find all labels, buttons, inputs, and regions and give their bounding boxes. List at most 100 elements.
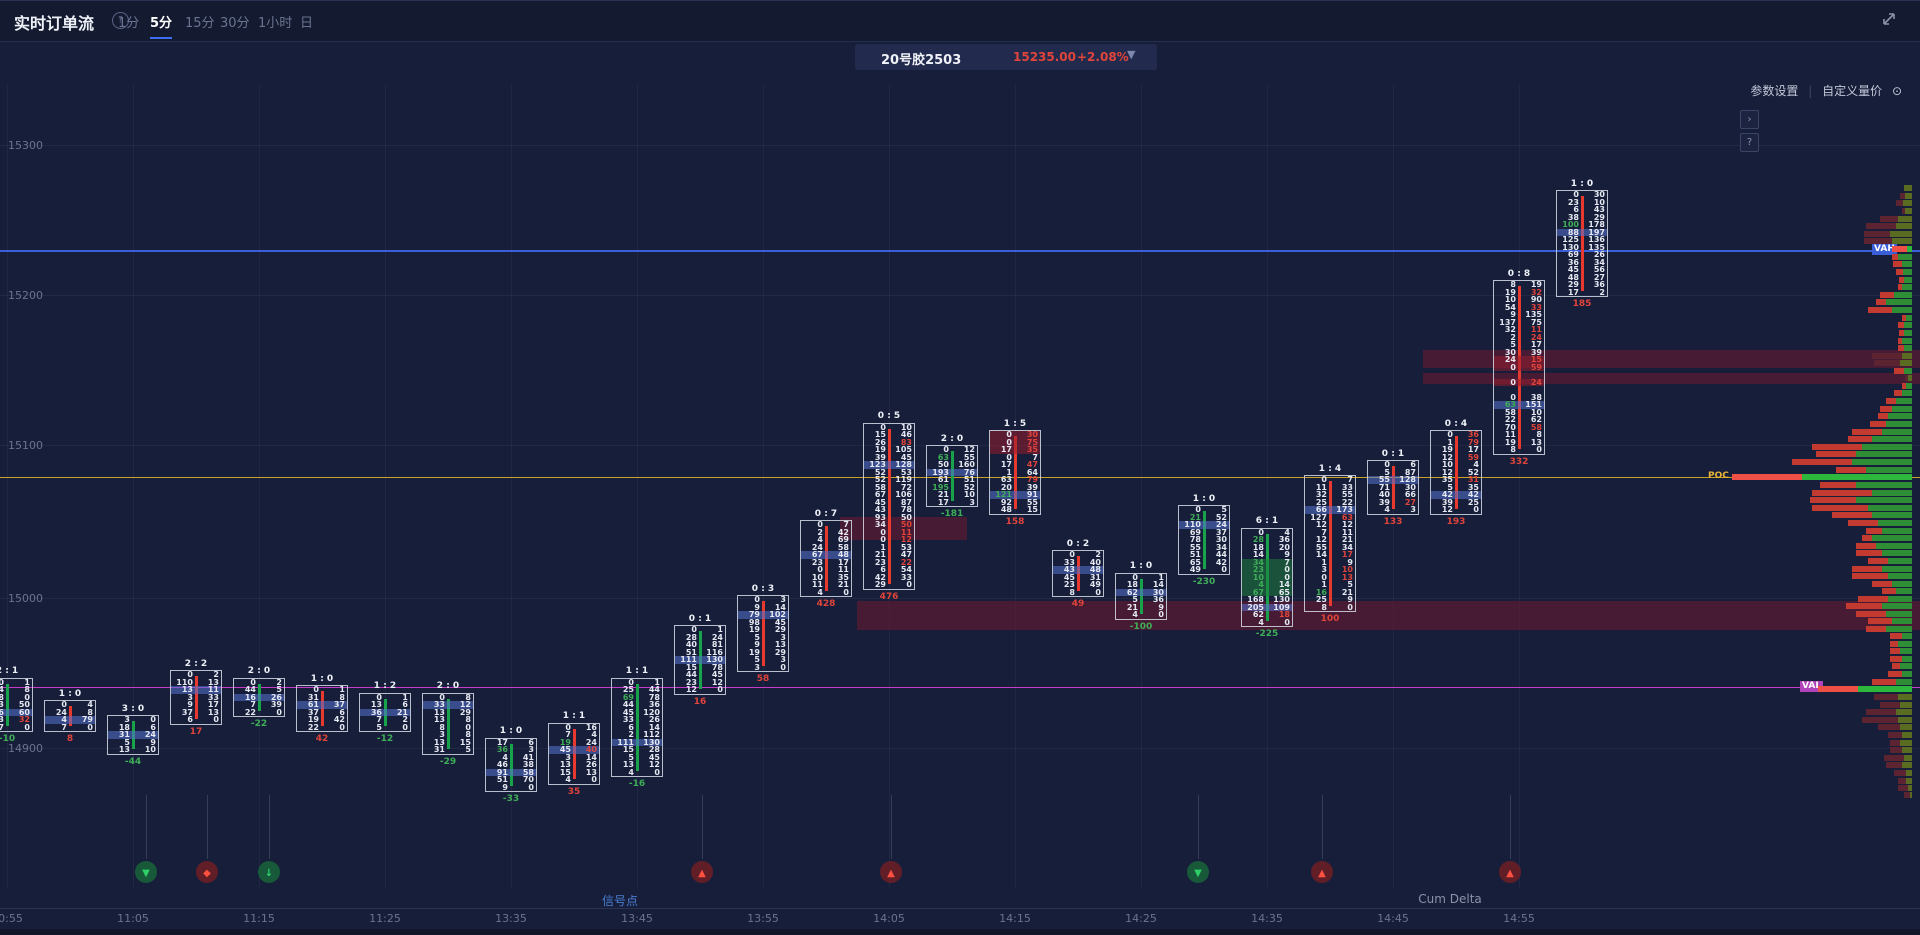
signal-marker-red[interactable]: ▲ (880, 861, 902, 883)
candle-footprint[interactable]: 0 4 28 36 18 20 14 9 34 7 23 0 10 0 4 14 67 65 168 130 205 10… (1241, 527, 1293, 627)
candle-footprint[interactable]: 0 7 11 33 32 55 25 22 66 173 127 63 12 12 7 11 12 21 55 34 1… (1304, 475, 1356, 612)
candle-footprint[interactable]: 0 2 110 13 13 11 3 33 9 17 37 13 6 0 (170, 670, 222, 725)
profile-bar-ask (1906, 778, 1912, 784)
footprint-row: 51 44 (1189, 550, 1227, 559)
candle-footprint[interactable]: 0 2 33 40 43 48 45 31 23 49 8 0 (1052, 550, 1104, 597)
candle-footprint[interactable]: 0 1 13 6 36 21 7 2 5 0 (359, 692, 411, 732)
profile-bar-bid (1892, 254, 1898, 260)
candle-body-down (1076, 556, 1080, 591)
candle-footprint[interactable]: 0 12 63 55 50 160 193 76 61 51 195 52 21 10 17 3 (926, 445, 978, 507)
footprint-row: 6 54 (880, 565, 912, 574)
candle-body-down (887, 428, 891, 584)
profile-bar-bid (1848, 520, 1878, 526)
candle-footprint[interactable]: 0 4 24 8 4 79 7 0 (44, 700, 96, 732)
profile-bar-bid (1896, 200, 1903, 206)
params-settings-button[interactable]: 参数设置 (1750, 84, 1799, 98)
candle-footprint[interactable]: 0 30 0 75 17 35 0 7 17 47 1 64 63 79 20 39 121 91 92 55 48 15 (989, 430, 1041, 515)
profile-bar-ask (1898, 694, 1912, 700)
signal-marker-red[interactable]: ▲ (691, 861, 713, 883)
contract-name: 20号胶2503 (881, 53, 962, 68)
gear-icon[interactable]: ⊙ (1891, 84, 1902, 98)
candle-footprint[interactable]: 0 2 44 5 16 26 7 39 22 0 (233, 677, 285, 717)
profile-bar-ask (1872, 436, 1912, 442)
candle-footprint[interactable]: 0 36 1 79 19 17 12 59 10 4 12 52 35 31 5 35 42 42 39 25 12 0 (1430, 430, 1482, 515)
arrow-up-icon: ▲ (1318, 868, 1326, 879)
candle-footprint[interactable]: 0 1 31 8 61 37 37 6 19 42 22 0 (296, 685, 348, 732)
footprint-row: 29 36 (1567, 280, 1605, 289)
footprint-row: 7 39 (250, 700, 282, 709)
arrow-down-icon: ▼ (1194, 868, 1202, 879)
signal-marker-green[interactable]: ▼ (1187, 861, 1209, 883)
chevron-down-icon[interactable]: ▼ (1127, 48, 1136, 61)
help-icon[interactable]: ? (112, 12, 129, 29)
profile-bar-ask (1898, 254, 1912, 260)
candle-body-up (1139, 578, 1143, 614)
candle-footprint[interactable]: 0 16 7 4 19 24 45 40 3 14 13 26 15 13 4 0 (548, 722, 600, 785)
footprint-row: 44 45 (685, 670, 723, 679)
candle-footprint[interactable]: 0 3 9 14 79 102 98 45 19 29 5 3 9 13 19 29 5 3 3 0 (737, 595, 789, 672)
candle-body-up (446, 698, 450, 749)
candle-footprint[interactable]: 3 0 18 6 31 24 5 9 13 10 (107, 715, 159, 755)
footprint-row: 55 34 (1189, 542, 1227, 552)
footprint-row: 3 32 (0, 715, 30, 724)
profile-bar-ask (1907, 246, 1912, 252)
time-axis-label: 11:15 (243, 912, 275, 925)
candle-footprint[interactable]: 8 19 19 32 10 90 54 33 9 135 137 75 32 11 2 24 5 17 30 39 24… (1493, 280, 1545, 455)
side-button-?[interactable]: ? (1740, 133, 1759, 152)
candle-footprint[interactable]: 0 10 15 46 26 83 19 105 39 45 123 128 52 53 52 119 58 72 6… (863, 422, 915, 590)
candle-footprint[interactable]: 0 1 25 44 69 78 44 36 45 120 33 26 6 14 2 112 111 130 15 28… (611, 677, 663, 777)
tab-interval-1分[interactable]: 1分 (118, 16, 140, 31)
profile-bar-bid (1866, 709, 1896, 715)
signal-marker-red[interactable]: ▲ (1311, 861, 1333, 883)
contract-selector[interactable]: 20号胶2503 15235.00 +2.08% ▼ (855, 44, 1157, 70)
tab-interval-日[interactable]: 日 (300, 16, 314, 31)
footprint-row: 17 47 (1000, 460, 1038, 469)
candle-delta: -29 (439, 756, 457, 767)
candle-footprint[interactable]: 0 30 23 10 6 43 38 29 100 178 88 197 125 136 130 135 69 2… (1556, 190, 1608, 297)
candle-footprint[interactable]: 0 1 28 24 40 81 51 116 111 130 15 78 44 45 23 12 12 0 (674, 625, 726, 695)
signal-marker-red[interactable]: ◆ (196, 861, 218, 883)
side-button-›[interactable]: › (1740, 110, 1759, 129)
signal-marker-red[interactable]: ▲ (1499, 861, 1521, 883)
tab-interval-30分[interactable]: 30分 (220, 16, 250, 31)
footprint-row: 91 58 (486, 768, 536, 776)
candle-footprint[interactable]: 0 5 21 52 110 24 69 37 78 30 55 34 51 44 65 42 49 0 (1178, 505, 1230, 575)
profile-bar-bid (1852, 573, 1888, 579)
candle-footprint[interactable]: 01481801350166033270 (0, 677, 33, 732)
candle-footprint[interactable]: 0 7 2 42 4 69 24 58 67 48 23 17 0 11 10 35 11 21 4 0 (800, 520, 852, 597)
footprint-row: 20 39 (1000, 482, 1038, 492)
tab-interval-1小时[interactable]: 1小时 (258, 16, 293, 31)
candle-footprint[interactable]: 0 1 18 14 62 30 5 36 21 9 4 0 (1115, 572, 1167, 620)
profile-bar-ask (1905, 193, 1912, 199)
tab-interval-15分[interactable]: 15分 (185, 16, 215, 31)
profile-bar-ask (1902, 338, 1912, 344)
footprint-row: 23 22 (874, 557, 912, 567)
profile-bar-ask (1852, 459, 1912, 465)
tab-interval-5分[interactable]: 5分 (150, 12, 173, 39)
footprint-row: 123 128 (864, 461, 914, 469)
candle-delta: -44 (124, 756, 142, 767)
contract-change: +2.08% (1077, 50, 1129, 64)
profile-bar-bid (1880, 702, 1900, 708)
candle-footprint[interactable]: 17 6 36 3 4 41 46 38 91 58 51 70 9 0 (485, 737, 537, 792)
footprint-row: 63 79 (1000, 475, 1038, 484)
candle-footprint[interactable]: 0 8 33 12 13 29 13 8 8 0 3 8 13 15 31 5 (422, 692, 474, 755)
signal-marker-green[interactable]: ▼ (135, 861, 157, 883)
profile-bar-bid (1866, 223, 1896, 229)
custom-volume-price-button[interactable]: 自定义量价 (1822, 84, 1883, 98)
candle-footprint[interactable]: 0 6 5 87 55 128 71 30 40 66 39 27 4 3 (1367, 460, 1419, 515)
signal-marker-green[interactable]: ↓ (258, 861, 280, 883)
collapse-icon[interactable] (1880, 10, 1900, 30)
footprint-row: 28 24 (685, 632, 723, 642)
candle-delta: 133 (1383, 516, 1403, 527)
profile-bar-bid (1868, 618, 1892, 624)
grid-vline (385, 85, 386, 888)
footprint-row: 19 29 (748, 647, 786, 657)
footprint-row: 43 48 (1053, 566, 1103, 574)
profile-bar-bid (1870, 421, 1886, 427)
